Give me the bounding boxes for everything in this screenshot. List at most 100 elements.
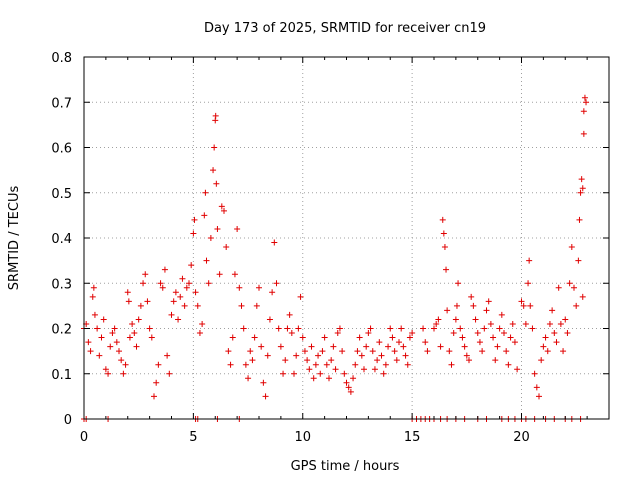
data-point xyxy=(304,357,311,364)
y-tick-label: 0.7 xyxy=(51,96,72,111)
data-point xyxy=(583,99,590,106)
data-point xyxy=(236,284,243,291)
data-point xyxy=(391,348,398,355)
data-point xyxy=(172,289,179,296)
data-point xyxy=(260,379,267,386)
data-point xyxy=(356,334,363,341)
data-point xyxy=(299,334,306,341)
data-point xyxy=(231,271,238,278)
data-point xyxy=(576,216,583,223)
data-point xyxy=(275,325,282,332)
data-point xyxy=(549,307,556,314)
data-point xyxy=(555,284,562,291)
data-point xyxy=(203,257,210,264)
data-point xyxy=(440,230,447,237)
data-point xyxy=(520,302,527,309)
data-point xyxy=(374,357,381,364)
data-point xyxy=(240,325,247,332)
data-point xyxy=(201,212,208,219)
data-point xyxy=(358,352,365,359)
data-point xyxy=(133,343,140,350)
data-point xyxy=(90,284,97,291)
data-point xyxy=(461,343,468,350)
data-point xyxy=(474,330,481,337)
data-point xyxy=(234,225,241,232)
x-axis-label: GPS time / hours xyxy=(291,459,400,474)
data-point xyxy=(396,339,402,346)
data-point xyxy=(437,343,444,350)
data-point xyxy=(159,284,166,291)
data-point xyxy=(503,348,510,355)
data-point xyxy=(168,311,175,318)
data-point xyxy=(371,366,378,373)
y-tick-label: 0.8 xyxy=(51,51,72,66)
data-point xyxy=(137,302,144,309)
data-point xyxy=(210,167,217,174)
data-point xyxy=(164,352,171,359)
data-point xyxy=(214,225,221,232)
data-point xyxy=(492,357,499,364)
data-point xyxy=(439,216,446,223)
data-point xyxy=(402,352,409,359)
data-point xyxy=(155,361,162,368)
data-point xyxy=(544,348,551,355)
x-tick-label: 10 xyxy=(294,430,311,445)
data-point xyxy=(312,361,319,368)
data-point xyxy=(363,343,370,350)
data-point xyxy=(319,348,326,355)
data-point xyxy=(291,370,297,377)
data-point xyxy=(124,289,131,296)
data-point xyxy=(334,330,341,337)
data-point xyxy=(573,302,580,309)
data-point xyxy=(578,176,585,183)
data-point xyxy=(459,334,466,341)
data-point xyxy=(102,366,109,373)
y-tick-label: 0.3 xyxy=(51,277,72,292)
data-point xyxy=(284,325,291,332)
data-point xyxy=(575,257,582,264)
data-point xyxy=(317,370,324,377)
chart-title: Day 173 of 2025, SRMTID for receiver cn1… xyxy=(204,21,486,36)
data-point xyxy=(186,280,192,287)
data-point xyxy=(315,352,322,359)
data-point xyxy=(568,244,575,251)
y-tick-label: 0.5 xyxy=(51,187,72,202)
data-point xyxy=(247,348,254,355)
data-point xyxy=(527,302,534,309)
data-point xyxy=(238,302,245,309)
data-point xyxy=(116,348,122,355)
data-point xyxy=(225,348,232,355)
data-point xyxy=(223,244,230,251)
data-point xyxy=(140,280,147,287)
data-point xyxy=(153,379,160,386)
data-point xyxy=(446,348,453,355)
data-point xyxy=(400,343,407,350)
data-point xyxy=(118,357,125,364)
data-point xyxy=(288,330,295,337)
data-point xyxy=(476,339,483,346)
tick-labels: 0 5 10 15 20 0 0.1 0.2 0.3 0.4 0.5 0.6 0.7 0.8 xyxy=(51,51,529,445)
data-point xyxy=(341,370,348,377)
data-point xyxy=(393,357,400,364)
data-point xyxy=(120,370,127,377)
y-tick-label: 0.4 xyxy=(51,232,72,247)
data-point xyxy=(564,330,571,337)
data-point xyxy=(213,180,220,187)
data-point xyxy=(122,361,129,368)
data-point xyxy=(361,366,367,373)
data-point xyxy=(229,334,236,341)
data-point xyxy=(170,298,177,305)
data-point xyxy=(457,325,464,332)
data-point xyxy=(336,325,343,332)
x-tick-label: 20 xyxy=(513,430,530,445)
data-point xyxy=(490,334,497,341)
data-point xyxy=(280,370,287,377)
data-point xyxy=(496,325,503,332)
data-point xyxy=(580,130,587,137)
y-tick-label: 0.2 xyxy=(51,323,72,338)
data-point xyxy=(453,302,460,309)
data-point xyxy=(328,357,335,364)
data-point xyxy=(293,352,300,359)
data-point xyxy=(310,375,317,382)
data-point xyxy=(483,307,490,314)
